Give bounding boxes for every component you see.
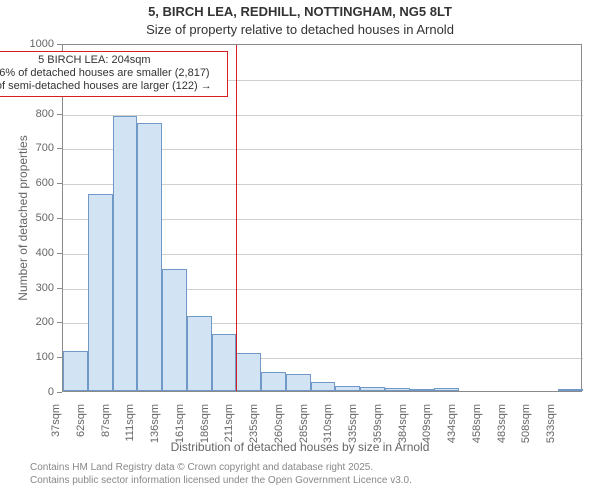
y-tick-label: 800 <box>0 108 54 120</box>
histogram-bar <box>88 194 113 391</box>
y-tick-label: 200 <box>0 316 54 328</box>
plot-area: 5 BIRCH LEA: 204sqm ← 96% of detached ho… <box>62 44 582 392</box>
y-tick-label: 0 <box>0 386 54 398</box>
gridline <box>63 115 583 116</box>
histogram-bar <box>63 351 88 391</box>
histogram-bar <box>385 388 410 391</box>
histogram-bar <box>558 389 583 391</box>
annotation-box: 5 BIRCH LEA: 204sqm ← 96% of detached ho… <box>0 51 228 97</box>
chart-subtitle: Size of property relative to detached ho… <box>0 22 600 37</box>
annotation-line-1: 5 BIRCH LEA: 204sqm <box>0 54 223 67</box>
y-tick-label: 700 <box>0 142 54 154</box>
annotation-line-2: ← 96% of detached houses are smaller (2,… <box>0 67 223 80</box>
histogram-bar <box>187 316 212 391</box>
histogram-bar <box>212 334 237 391</box>
y-tick-label: 400 <box>0 247 54 259</box>
y-tick-label: 1000 <box>0 38 54 50</box>
histogram-bar <box>137 123 162 391</box>
chart-title: 5, BIRCH LEA, REDHILL, NOTTINGHAM, NG5 8… <box>0 4 600 19</box>
histogram-bar <box>162 269 187 391</box>
chart-container: 5, BIRCH LEA, REDHILL, NOTTINGHAM, NG5 8… <box>0 0 600 500</box>
annotation-line-3: 4% of semi-detached houses are larger (1… <box>0 80 223 93</box>
histogram-bar <box>286 374 311 391</box>
footer-line-1: Contains HM Land Registry data © Crown c… <box>30 462 600 475</box>
y-tick-mark <box>57 392 62 393</box>
y-tick-label: 600 <box>0 177 54 189</box>
histogram-bar <box>236 353 261 391</box>
histogram-bar <box>335 386 360 391</box>
y-tick-label: 500 <box>0 212 54 224</box>
y-tick-label: 100 <box>0 351 54 363</box>
histogram-bar <box>113 116 138 391</box>
histogram-bar <box>360 387 385 391</box>
reference-line <box>236 45 237 391</box>
y-tick-label: 300 <box>0 282 54 294</box>
footer-line-2: Contains public sector information licen… <box>30 475 600 488</box>
histogram-bar <box>410 389 435 391</box>
footer-attribution: Contains HM Land Registry data © Crown c… <box>0 462 600 487</box>
histogram-bar <box>261 372 286 391</box>
x-axis-title: Distribution of detached houses by size … <box>0 440 600 454</box>
histogram-bar <box>311 382 336 391</box>
histogram-bar <box>434 388 459 391</box>
